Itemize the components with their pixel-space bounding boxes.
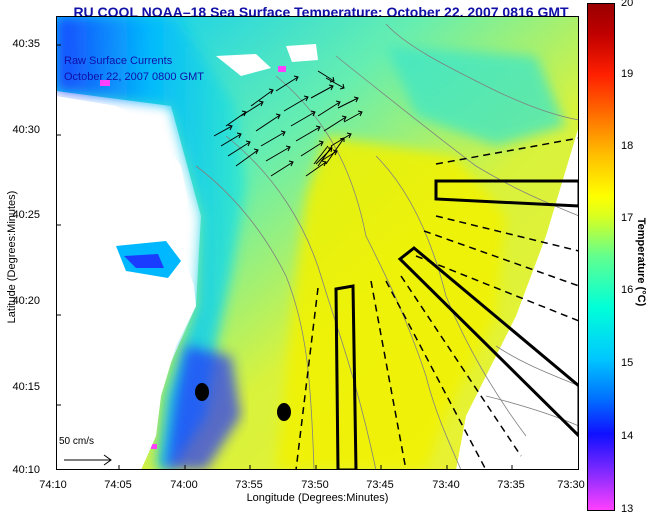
legend-line-2: October 22, 2007 0800 GMT [64, 71, 205, 83]
x-tick-label: 74:10 [39, 479, 67, 491]
land-mass [56, 44, 579, 470]
x-tick-label: 74:00 [170, 479, 198, 491]
current-vectors [213, 70, 363, 177]
map-panel [56, 16, 581, 472]
x-tick-label: 73:50 [301, 479, 329, 491]
x-tick-label: 73:55 [235, 479, 263, 491]
y-tick-label: 40:10 [12, 464, 40, 476]
x-tick-label: 73:45 [366, 479, 394, 491]
scale-label: 50 cm/s [59, 436, 95, 447]
axis-ticks [56, 44, 513, 470]
x-axis-label: Longitude (Degrees:Minutes) [246, 492, 389, 504]
scale-arrow [64, 454, 112, 466]
site-marker-1 [195, 383, 209, 401]
site-marker-2 [277, 403, 291, 421]
y-axis-label: Latitude (Degrees:Minutes) [6, 190, 18, 324]
x-tick-label: 74:05 [104, 479, 132, 491]
colorbar-tick: 13 [621, 503, 634, 515]
x-tick-label: 73:30 [557, 479, 585, 491]
legend-line-1: Raw Surface Currents [64, 55, 173, 67]
y-tick-label: 40:20 [12, 295, 40, 307]
colorbar-tick: 15 [621, 357, 634, 369]
y-tick-label: 40:15 [12, 381, 40, 393]
radar-sectors [295, 137, 581, 472]
sst-field [56, 16, 579, 470]
x-tick-label: 73:35 [497, 479, 525, 491]
colorbar-tick: 16 [621, 284, 634, 296]
colorbar-tick: 14 [621, 430, 634, 442]
sst-map [56, 16, 581, 472]
y-tick-label: 40:30 [12, 124, 40, 136]
map-frame [56, 16, 579, 470]
x-tick-label: 73:40 [432, 479, 460, 491]
colorbar-label: Temperature (°C) [635, 217, 647, 307]
y-tick-label: 40:35 [12, 38, 40, 50]
colorbar-tick: 18 [621, 140, 634, 152]
y-tick-label: 40:25 [12, 209, 40, 221]
colorbar-tick: 20 [621, 0, 634, 9]
colorbar [587, 3, 615, 511]
colorbar-tick: 17 [621, 212, 634, 224]
colorbar-tick: 19 [621, 68, 634, 80]
